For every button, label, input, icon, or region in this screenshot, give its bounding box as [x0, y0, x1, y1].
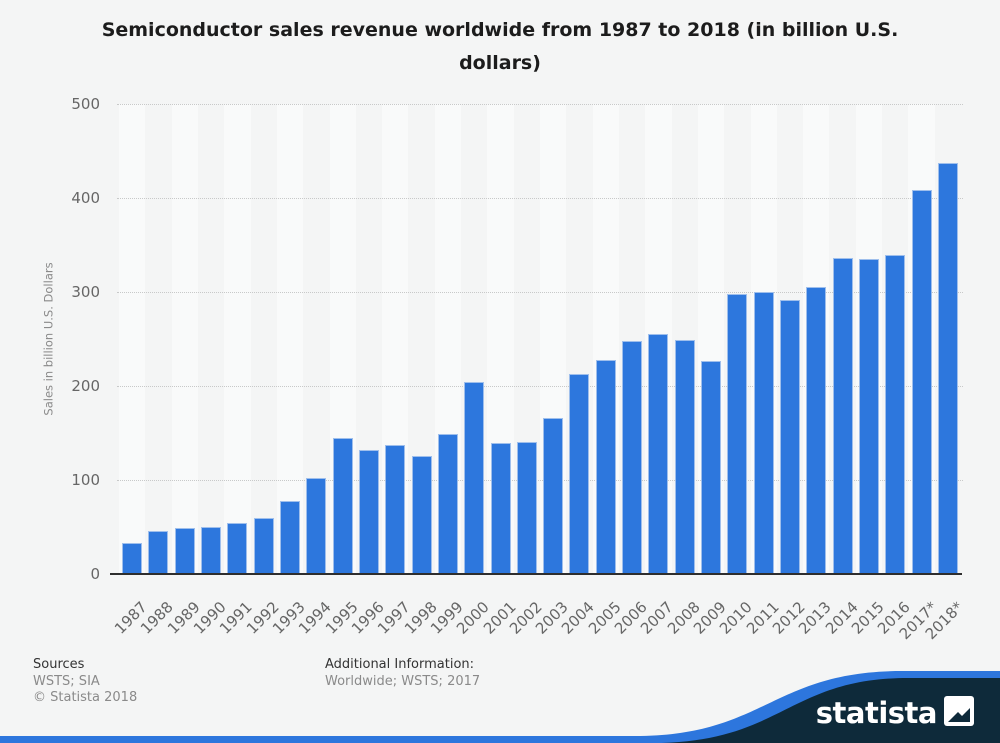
bar-1987: [122, 542, 143, 574]
column-1996: [356, 104, 382, 574]
bar-1990: [201, 526, 222, 574]
bar-1996: [358, 449, 379, 574]
column-2003: [540, 104, 567, 574]
additional-info-value: Worldwide; WSTS; 2017: [325, 673, 481, 689]
wave-blue-band: [0, 671, 1000, 743]
wave-navy-fill: [652, 678, 1000, 743]
bar-1998: [411, 455, 432, 574]
y-tick-label-0: 0: [90, 565, 100, 583]
column-1999: [434, 104, 462, 574]
bar-2014: [832, 258, 853, 574]
column-2014: [829, 104, 855, 574]
gridline-400: [117, 198, 963, 199]
chart-title: Semiconductor sales revenue worldwide fr…: [60, 14, 940, 80]
bar-1989: [174, 528, 195, 574]
bar-2016: [885, 255, 906, 574]
bar-1997: [385, 445, 406, 574]
bar-1999: [437, 433, 458, 574]
gridline-200: [117, 386, 963, 387]
column-2004: [566, 104, 592, 574]
column-1987: [119, 104, 146, 574]
bar-1993: [280, 501, 301, 574]
footer-additional-info: Additional Information: Worldwide; WSTS;…: [325, 657, 480, 690]
y-tick-label-400: 400: [71, 189, 100, 207]
sources-label: Sources: [33, 657, 85, 672]
y-axis-title: Sales in billion U.S. Dollars: [40, 104, 58, 574]
column-1991: [224, 104, 251, 574]
bar-1995: [332, 438, 353, 574]
bar-2007: [648, 333, 669, 574]
gridline-300: [117, 292, 963, 293]
bar-2001: [490, 443, 511, 574]
statista-wave-graphic: [0, 671, 1000, 743]
column-1995: [329, 104, 356, 574]
x-axis-line: [110, 573, 962, 575]
column-2012: [777, 104, 803, 574]
bar-2017: [911, 189, 932, 574]
column-2013: [803, 104, 830, 574]
bar-2009: [701, 361, 722, 574]
statista-logo-text: statista: [815, 696, 938, 730]
y-tick-label-300: 300: [71, 283, 100, 301]
column-1998: [408, 104, 434, 574]
column-2009: [697, 104, 725, 574]
statista-logo-icon: [944, 696, 974, 726]
column-2005: [592, 104, 619, 574]
column-1997: [382, 104, 409, 574]
column-2000: [461, 104, 487, 574]
column-2018: [935, 104, 961, 574]
column-2016: [882, 104, 908, 574]
bar-1992: [253, 517, 274, 574]
column-2011: [750, 104, 777, 574]
column-1989: [171, 104, 198, 574]
column-2007: [645, 104, 672, 574]
bar-2000: [464, 381, 485, 574]
column-1988: [145, 104, 171, 574]
bar-2018: [937, 162, 958, 574]
bar-2015: [858, 258, 879, 574]
column-1990: [198, 104, 224, 574]
column-1994: [303, 104, 329, 574]
bar-2013: [806, 286, 827, 574]
column-1993: [276, 104, 304, 574]
column-2001: [487, 104, 514, 574]
bar-2003: [543, 417, 564, 574]
bar-2002: [516, 441, 537, 574]
bar-1991: [227, 522, 248, 574]
plot-area: [110, 104, 963, 575]
column-1992: [251, 104, 277, 574]
column-2015: [855, 104, 883, 574]
bar-1988: [148, 531, 169, 574]
column-2017: [908, 104, 935, 574]
gridline-100: [117, 480, 963, 481]
column-2008: [672, 104, 698, 574]
footer-sources: Sources WSTS; SIA © Statista 2018: [33, 657, 137, 707]
column-2002: [514, 104, 540, 574]
bar-2004: [569, 373, 590, 574]
bar-2012: [779, 299, 800, 574]
sources-value: WSTS; SIA: [33, 673, 100, 689]
bar-1994: [306, 478, 327, 574]
column-2010: [724, 104, 750, 574]
y-tick-label-200: 200: [71, 377, 100, 395]
additional-info-label: Additional Information:: [325, 657, 475, 672]
bar-2011: [753, 292, 774, 574]
y-tick-label-500: 500: [71, 95, 100, 113]
y-tick-label-100: 100: [71, 471, 100, 489]
chart-title-line2: dollars): [459, 52, 541, 74]
chart-title-line1: Semiconductor sales revenue worldwide fr…: [101, 19, 899, 41]
gridline-500: [117, 104, 963, 105]
bar-2006: [622, 341, 643, 574]
bar-2008: [674, 340, 695, 574]
copyright-text: © Statista 2018: [33, 690, 138, 705]
bar-2010: [727, 293, 748, 574]
logo-icon-glyph: [948, 708, 970, 722]
column-2006: [619, 104, 645, 574]
bar-2005: [595, 360, 616, 574]
